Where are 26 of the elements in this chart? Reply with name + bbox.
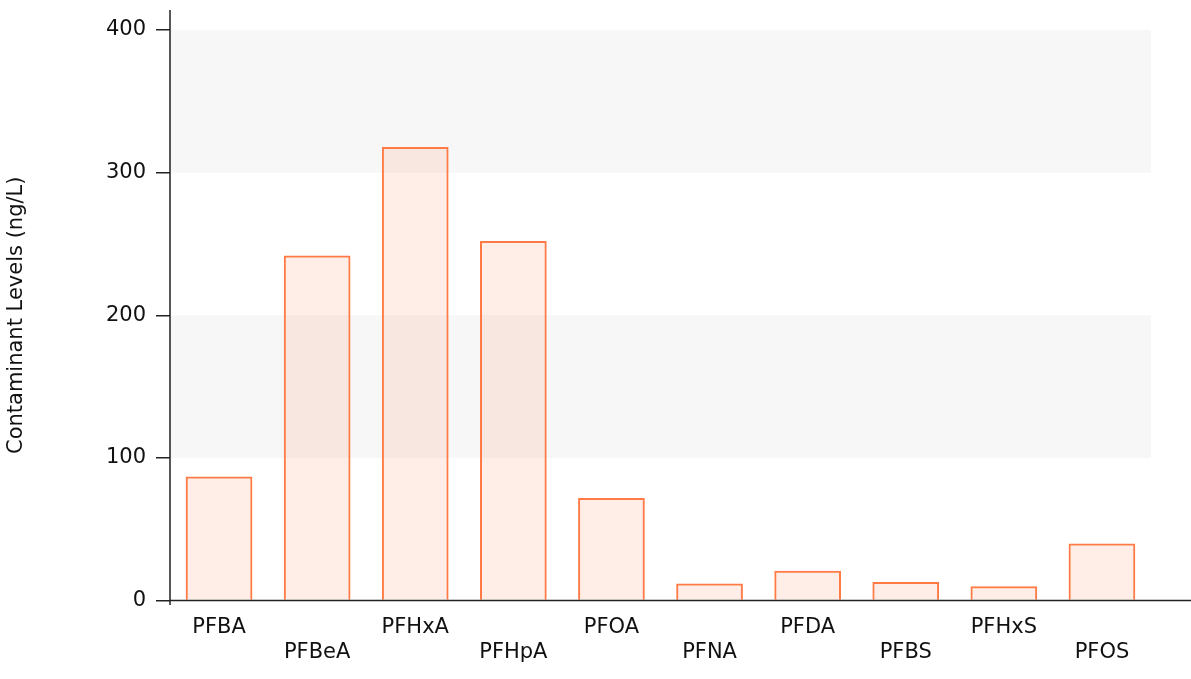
y-axis-title: Contaminant Levels (ng/L) [3, 176, 28, 455]
y-tick-label: 300 [105, 159, 146, 184]
bar [381, 146, 449, 600]
x-tick-label: PFHxS [970, 613, 1037, 638]
bar [480, 241, 547, 600]
x-tick-label: PFBS [879, 638, 932, 663]
y-tick-label: 200 [105, 301, 146, 326]
x-tick-label: PFDA [780, 613, 836, 638]
x-tick-label: PFNA [682, 638, 738, 663]
x-tick-label: PFOA [583, 613, 640, 638]
bar [774, 570, 841, 600]
x-tick-label: PFOS [1074, 638, 1130, 663]
x-tick-label: PFBeA [283, 638, 351, 663]
bar [872, 582, 940, 600]
bar [578, 497, 645, 600]
y-tick-label: 400 [105, 16, 146, 41]
bar [676, 583, 743, 600]
y-tick-label: 100 [105, 444, 146, 469]
y-tick-label: 0 [132, 587, 146, 612]
bar [185, 476, 253, 600]
bar [1068, 543, 1136, 600]
bar [970, 586, 1038, 600]
x-tick-label: PFHpA [479, 638, 549, 663]
x-tick-label: PFHxA [381, 613, 450, 638]
bar [283, 255, 351, 600]
x-tick-label: PFBA [192, 613, 247, 638]
